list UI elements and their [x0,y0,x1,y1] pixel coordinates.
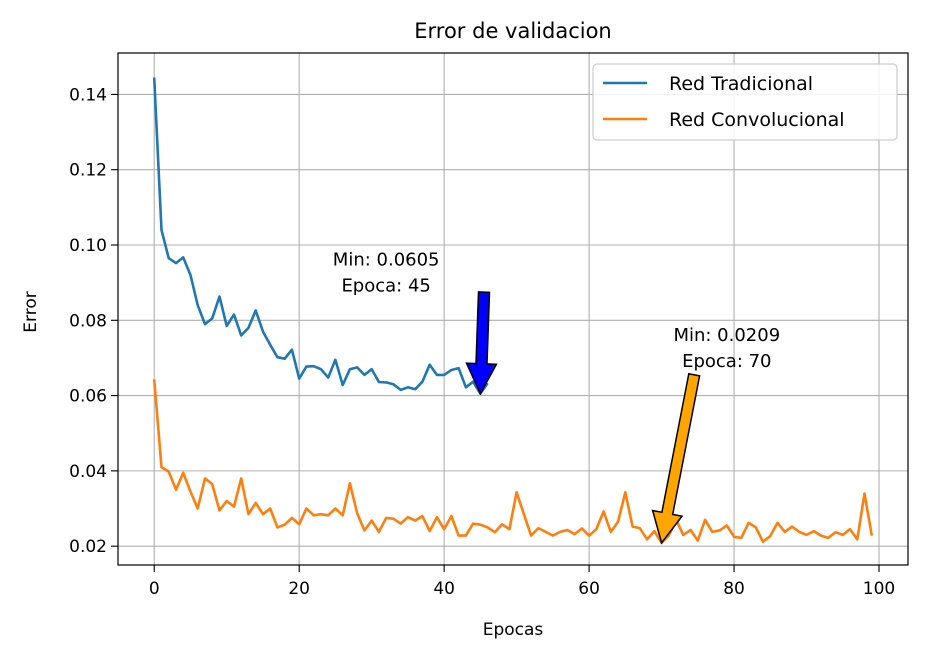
x-tick-label: 80 [723,579,745,599]
y-axis: 0.02 0.04 0.06 0.08 0.10 0.12 0.14 [69,85,118,557]
y-tick-label: 0.10 [69,236,107,256]
annotation-text: Min: 0.0209 [673,325,780,346]
annotation-text: Epoca: 45 [341,276,430,297]
series-line [152,379,874,545]
plot-frame [117,52,909,566]
annotation-text: Epoca: 70 [682,351,771,372]
annotations: Min: 0.0605 Epoca: 45 Min: 0.0209 Epoca: 70 [333,250,780,545]
y-tick-label: 0.04 [69,462,107,482]
y-tick-label: 0.02 [69,537,107,557]
chart-title: Error de validacion [414,19,612,43]
series-layer [152,77,874,545]
y-axis-label: Error [21,291,41,332]
y-tick-label: 0.06 [69,387,107,407]
x-tick-label: 40 [433,579,455,599]
legend-box [592,63,898,141]
x-axis: 0 20 40 60 80 100 [149,565,895,599]
grid [118,53,908,565]
legend-label: Red Convolucional [669,109,845,131]
series-line [152,77,489,396]
y-tick-label: 0.08 [69,311,107,331]
y-tick-label: 0.14 [69,85,107,105]
x-axis-label: Epocas [483,620,544,640]
y-tick-label: 0.12 [69,161,107,181]
x-tick-label: 60 [578,579,600,599]
legend: Red Tradicional Red Convolucional [592,63,898,141]
x-tick-label: 100 [863,579,895,599]
annotation-arrow [465,291,498,396]
annotation-text: Min: 0.0605 [333,250,440,271]
legend-label: Red Tradicional [669,73,813,95]
x-tick-label: 0 [149,579,160,599]
annotation-arrow [651,372,701,545]
x-tick-label: 20 [288,579,310,599]
